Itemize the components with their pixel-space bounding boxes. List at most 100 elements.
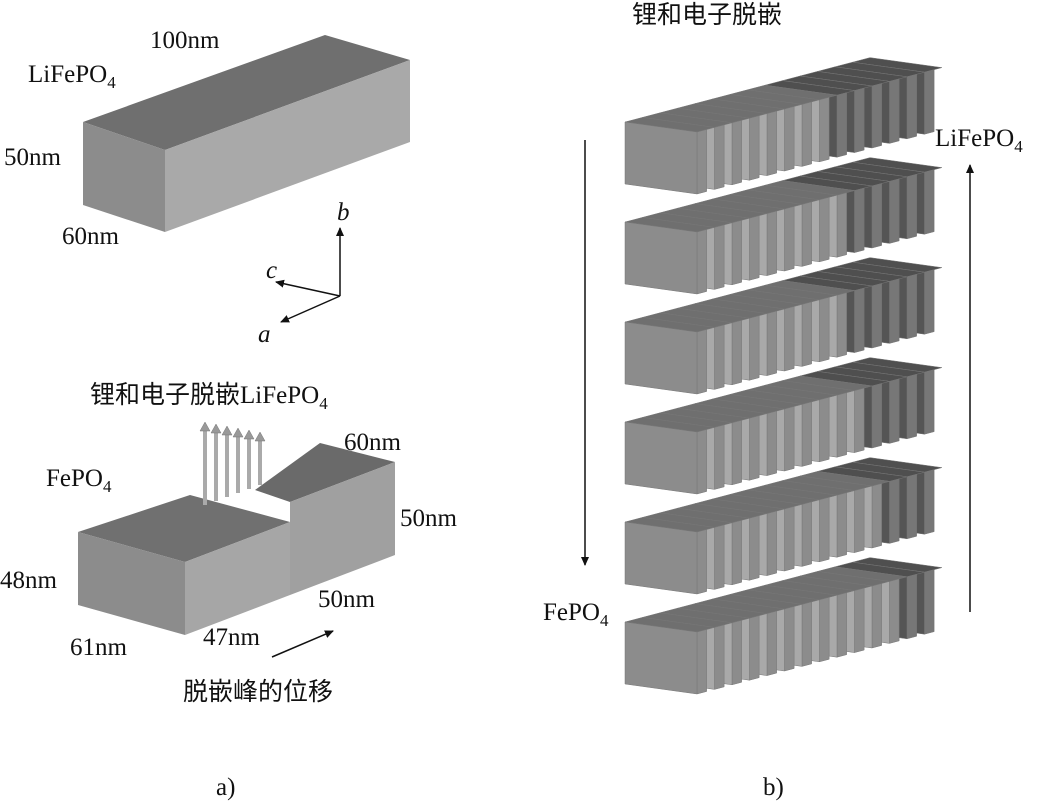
slice-side-face <box>871 183 882 249</box>
right-length-label: 50nm <box>318 586 375 613</box>
peak-shift-label: 脱嵌峰的位移 <box>183 679 334 706</box>
slice-side-face <box>819 496 830 563</box>
slice-side-face <box>871 483 882 549</box>
right-height-label: 50nm <box>400 505 457 532</box>
slice-side-face <box>906 173 917 240</box>
left-height-label: 48nm <box>0 567 57 594</box>
box-end-face <box>83 122 165 232</box>
formula-subscript: 4 <box>102 477 112 496</box>
formula-subscript: 4 <box>107 73 116 92</box>
particle-layers <box>624 57 943 695</box>
particle-layer <box>624 557 943 695</box>
formula-text: FePO <box>46 465 103 492</box>
slice-side-face <box>871 83 882 149</box>
bottom-box-title: 锂和电子脱嵌LiFePO4 <box>90 383 328 412</box>
slice-side-face <box>854 187 865 253</box>
ion-arrow-head <box>254 431 266 442</box>
formula-subscript: 4 <box>1014 137 1023 156</box>
particle-layer <box>624 57 943 195</box>
axis-a-label: a <box>258 321 271 348</box>
particle-layer <box>624 357 943 495</box>
slice-front-face <box>624 321 698 395</box>
slice-side-face <box>749 515 760 581</box>
axis-c-label: c <box>266 257 278 284</box>
slice-side-face <box>696 529 707 595</box>
right-width-label: 60nm <box>344 429 401 456</box>
slice-side-face <box>854 387 865 453</box>
lithium-ion-arrows <box>199 421 266 505</box>
slice-side-face <box>696 129 707 195</box>
ion-arrow-head <box>243 429 255 440</box>
particle-layer <box>624 457 943 595</box>
slice-front-face <box>624 121 698 195</box>
slice-side-face <box>766 610 777 676</box>
slice-side-face <box>924 569 935 635</box>
slice-side-face <box>731 119 742 186</box>
slice-side-face <box>906 373 917 440</box>
slice-side-face <box>924 469 935 535</box>
lifepo4-end-label: LiFePO4 <box>935 126 1023 155</box>
slice-side-face <box>801 101 812 167</box>
left-block-end-face <box>78 532 185 635</box>
axis-b-label: b <box>337 199 350 226</box>
slice-side-face <box>784 306 795 372</box>
left-block-top-face <box>78 495 290 562</box>
slice-side-face <box>854 287 865 353</box>
slice-side-face <box>854 587 865 653</box>
slice-side-face <box>854 87 865 153</box>
panel-b-caption: b) <box>763 774 784 801</box>
slice-side-face <box>749 115 760 181</box>
slice-side-face <box>836 592 847 658</box>
axis-c-arrow <box>275 279 341 297</box>
slice-side-face <box>871 583 882 649</box>
fepo4-end-label: FePO4 <box>543 600 608 629</box>
lifepo4-label: LiFePO4 <box>28 62 116 91</box>
slice-side-face <box>696 329 707 395</box>
slice-side-face <box>836 392 847 458</box>
slice-side-face <box>801 301 812 367</box>
width-label: 60nm <box>62 223 119 250</box>
slice-side-face <box>871 383 882 449</box>
slice-side-face <box>889 378 900 444</box>
slice-side-face <box>889 178 900 244</box>
slice-side-face <box>784 606 795 672</box>
slice-side-face <box>924 169 935 235</box>
slice-side-face <box>889 578 900 644</box>
slice-side-face <box>766 310 777 376</box>
ion-arrow-head <box>232 427 244 438</box>
slice-side-face <box>714 524 725 590</box>
slice-side-face <box>696 629 707 695</box>
slice-side-face <box>801 501 812 567</box>
slice-side-face <box>749 315 760 381</box>
slice-side-face <box>801 401 812 467</box>
slice-side-face <box>819 196 830 263</box>
lifepo4-particle-box <box>83 35 410 232</box>
slice-side-face <box>731 319 742 386</box>
panel-a-caption: a) <box>216 774 236 801</box>
slice-side-face <box>731 219 742 286</box>
slice-side-face <box>766 210 777 276</box>
slice-side-face <box>714 124 725 190</box>
slice-side-face <box>784 406 795 472</box>
slice-side-face <box>819 96 830 163</box>
particle-layer <box>624 257 943 395</box>
slice-side-face <box>836 292 847 358</box>
slice-side-face <box>714 624 725 690</box>
panel-b-title: 锂和电子脱嵌 <box>632 2 783 29</box>
slice-side-face <box>819 396 830 463</box>
slice-side-face <box>836 192 847 258</box>
slice-side-face <box>766 510 777 576</box>
slice-side-face <box>731 619 742 686</box>
slice-side-face <box>836 92 847 158</box>
slice-side-face <box>801 201 812 267</box>
formula-text: LiFePO <box>28 61 108 88</box>
slice-side-face <box>714 324 725 390</box>
slice-front-face <box>624 221 698 295</box>
slice-side-face <box>749 415 760 481</box>
slice-side-face <box>784 106 795 172</box>
left-width-label: 61nm <box>70 634 127 661</box>
box-long-face <box>165 60 410 232</box>
slice-side-face <box>731 419 742 486</box>
